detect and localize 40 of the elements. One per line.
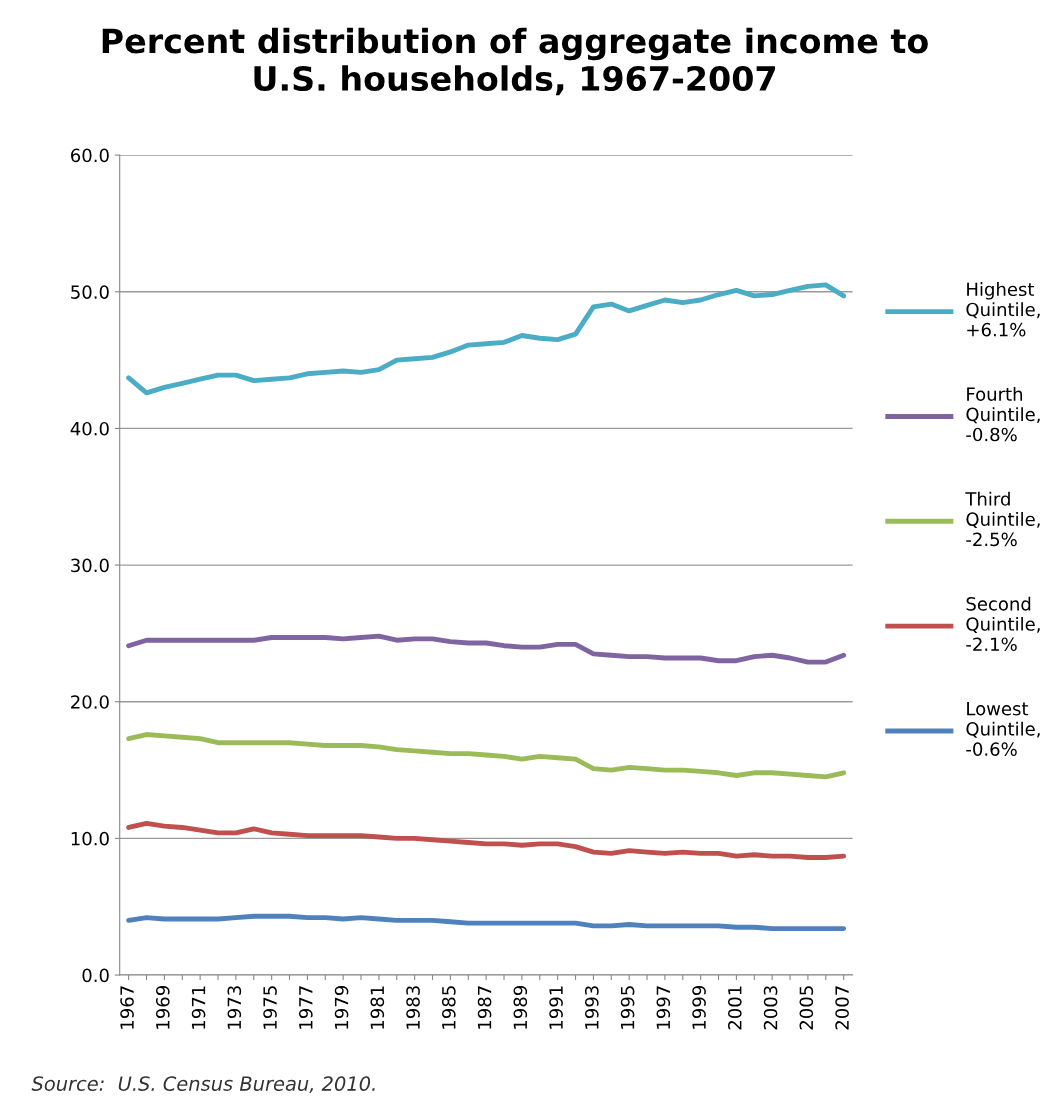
y-tick-label: 40.0: [70, 421, 109, 436]
y-tick-label: 20.0: [71, 695, 109, 709]
x-tick-label: 1999: [692, 986, 706, 1029]
legend-label: Second Quintile, -2.1%: [966, 596, 1040, 652]
x-tick-label: 1997: [656, 986, 671, 1029]
x-tick-label: 1991: [549, 986, 563, 1029]
y-tick-label: 50.0: [71, 285, 109, 299]
y-tick-label: 10.0: [71, 831, 109, 846]
y-tick-label: 60.0: [71, 148, 109, 163]
y-tick-label: 0.0: [82, 968, 109, 983]
chart-title: Percent distribution of aggregate income to U.S. households, 1967-2007: [102, 27, 928, 96]
legend-label: Lowest Quintile, -0.6%: [966, 702, 1040, 756]
x-tick-label: 1983: [406, 986, 420, 1029]
x-tick-label: 1989: [513, 986, 528, 1029]
x-tick-label: 1969: [155, 986, 170, 1029]
x-tick-label: 1995: [620, 986, 635, 1029]
x-tick-label: 1977: [298, 986, 313, 1029]
line-series: [126, 732, 847, 780]
source-note: Source: U.S. Census Bureau, 2010.: [31, 1076, 375, 1093]
x-tick-label: 1993: [584, 986, 599, 1029]
x-tick-label: 2005: [799, 986, 814, 1030]
x-tick-label: 2003: [763, 986, 778, 1030]
legend-label: Third Quintile, -2.5%: [965, 491, 1040, 547]
x-tick-label: 1973: [227, 986, 242, 1029]
line-series: [126, 820, 847, 860]
line-series: [126, 913, 847, 932]
y-tick-label: 30.0: [71, 558, 109, 573]
x-tick-label: 1981: [370, 986, 385, 1029]
x-tick-label: 1967: [120, 986, 134, 1029]
x-tick-label: 2007: [835, 986, 849, 1030]
x-tick-label: 1971: [191, 986, 206, 1029]
x-tick-label: 1975: [263, 986, 277, 1029]
x-tick-label: 1987: [477, 986, 492, 1029]
x-tick-label: 1979: [334, 986, 349, 1029]
line-series: [126, 633, 847, 665]
legend-label: Highest Quintile, +6.1%: [966, 282, 1040, 337]
x-tick-label: 2001: [727, 986, 742, 1030]
line-series: [126, 282, 847, 396]
legend-label: Fourth Quintile, -0.8%: [966, 386, 1040, 442]
x-tick-label: 1985: [441, 986, 456, 1029]
